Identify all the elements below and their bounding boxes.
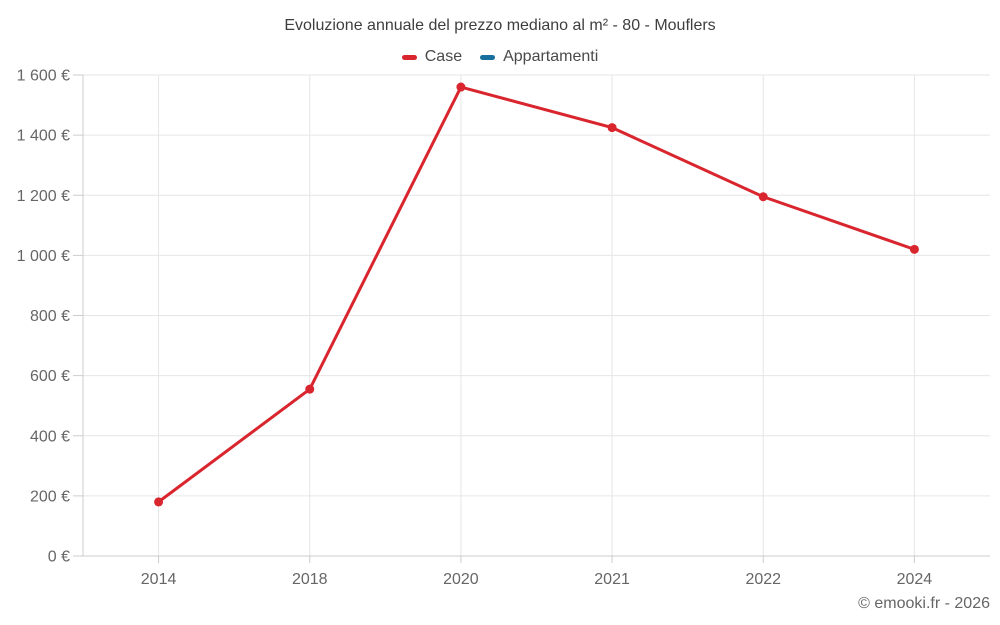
legend-item-appartamenti[interactable]: Appartamenti (480, 48, 598, 66)
legend-item-case[interactable]: Case (401, 48, 463, 66)
y-tick-label: 1 200 € (17, 188, 70, 205)
data-point-case-2022[interactable] (758, 192, 768, 202)
data-point-case-2018[interactable] (305, 384, 315, 394)
data-point-case-2014[interactable] (154, 497, 164, 507)
data-point-case-2021[interactable] (607, 123, 617, 133)
x-tick-label: 2014 (141, 571, 177, 588)
y-tick-label: 600 € (30, 368, 70, 385)
x-tick-label: 2022 (745, 571, 781, 588)
copyright-text: © emooki.fr - 2026 (858, 595, 990, 612)
x-tick-label: 2020 (443, 571, 479, 588)
series-line-case (157, 85, 916, 504)
legend-label-case: Case (424, 48, 463, 65)
y-tick-label: 1 600 € (17, 68, 70, 85)
x-tick-label: 2018 (292, 571, 328, 588)
y-tick-label: 400 € (30, 428, 70, 445)
y-tick-label: 1 400 € (17, 128, 70, 145)
legend-label-appartamenti: Appartamenti (503, 48, 599, 65)
x-tick-label: 2024 (897, 571, 933, 588)
legend-swatch-case-icon (401, 54, 417, 60)
x-tick-label: 2021 (594, 571, 630, 588)
data-point-case-2020[interactable] (456, 82, 466, 92)
y-tick-label: 0 € (48, 549, 70, 566)
y-tick-label: 800 € (30, 308, 70, 325)
legend-swatch-appartamenti-icon (480, 54, 496, 60)
y-tick-label: 200 € (30, 488, 70, 505)
chart-title: Evoluzione annuale del prezzo mediano al… (284, 17, 716, 34)
chart-legend: Case Appartamenti (0, 46, 1000, 68)
data-point-case-2024[interactable] (909, 244, 919, 254)
y-tick-label: 1 000 € (17, 248, 70, 265)
